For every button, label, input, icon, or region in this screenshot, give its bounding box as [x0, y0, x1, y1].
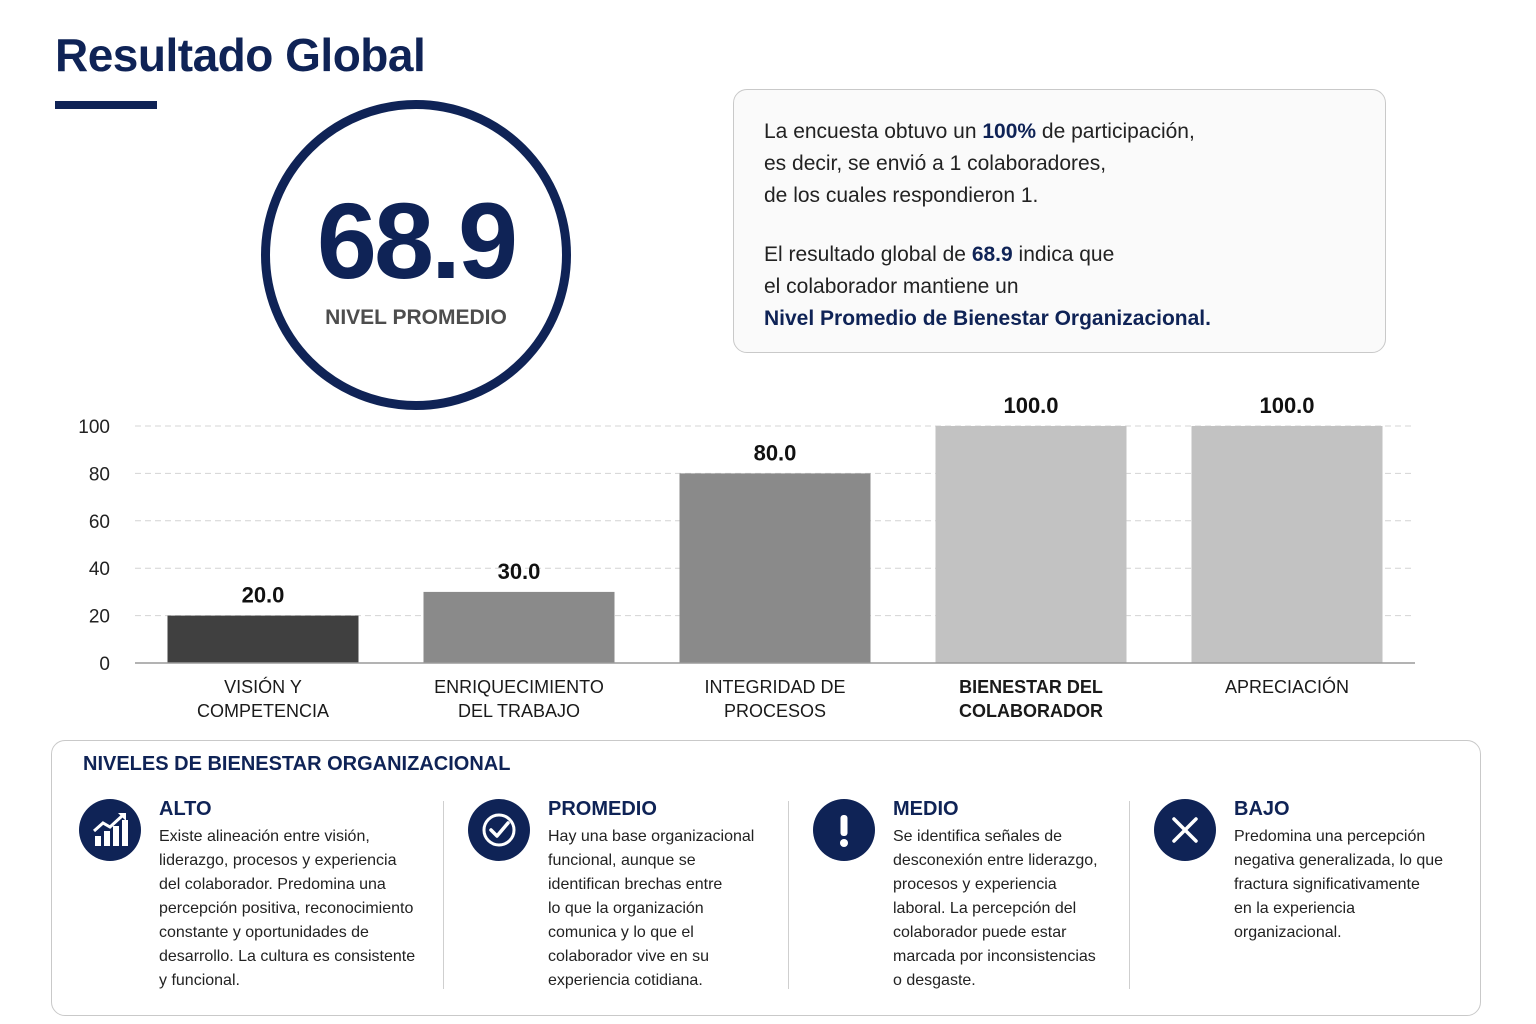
level-description-line: colaborador vive en su: [548, 948, 709, 965]
bar-value-label: 100.0: [1003, 393, 1058, 418]
x-category-label-line: ENRIQUECIMIENTO: [434, 677, 604, 697]
bar: [935, 426, 1127, 663]
x-category-label: APRECIACIÓN: [1225, 676, 1349, 697]
level-description-line: desarrollo. La cultura es consistente: [159, 948, 416, 965]
title-underline: [55, 101, 157, 109]
level-description-line: experiencia cotidiana.: [548, 972, 703, 989]
info-line-4: El resultado global de 68.9 indica que: [764, 243, 1115, 266]
level-description-line: organizacional.: [1234, 924, 1342, 941]
level-description-line: percepción positiva, reconocimiento: [159, 900, 414, 917]
bar: [423, 591, 615, 663]
page-title: Resultado Global: [55, 29, 426, 81]
dimension-bar-chart: 0 20 40 60 80 100 20.0 VISIÓN Y COMPETENCIA 30.0 E…: [78, 393, 1415, 721]
level-description-line: comunica y lo que el: [548, 924, 694, 941]
level-description-line: funcional, aunque se: [548, 852, 696, 869]
info-level-statement: Nivel Promedio de Bienestar Organizacion…: [764, 307, 1211, 330]
global-score-value: 68.9: [316, 180, 518, 301]
exclamation-icon: [813, 799, 875, 861]
level-divider: [788, 801, 789, 989]
level-divider: [1129, 801, 1130, 989]
level-description-line: liderazgo, procesos y experiencia: [159, 852, 397, 869]
level-description: Se identifica señales de desconexión entr…: [893, 825, 1165, 993]
level-description-line: laboral. La percepción del: [893, 900, 1077, 917]
info-line-2: es decir, se envió a 1 colaboradores,: [764, 152, 1107, 175]
x-category-label-line: COLABORADOR: [959, 701, 1103, 721]
x-category-label-line: VISIÓN Y: [224, 676, 302, 697]
level-description-line: procesos y experiencia: [893, 876, 1057, 893]
level-description-line: Existe alineación entre visión,: [159, 828, 370, 845]
level-divider: [443, 801, 444, 989]
levels-panel: NIVELES DE BIENESTAR ORGANIZACIONAL ALTO…: [51, 740, 1481, 1016]
info-line-3: de los cuales respondieron 1.: [764, 184, 1039, 207]
level-description-line: colaborador puede estar: [893, 924, 1067, 941]
level-description-line: y funcional.: [159, 972, 240, 989]
bar-value-label: 100.0: [1259, 393, 1314, 418]
chart-growth-icon: [79, 799, 141, 861]
level-description: Existe alineación entre visión, liderazgo…: [159, 825, 431, 993]
y-tick-label: 0: [99, 654, 110, 675]
bar-value-label: 20.0: [242, 583, 285, 608]
info-line-1: La encuesta obtuvo un 100% de participac…: [764, 120, 1195, 143]
level-name: ALTO: [159, 798, 212, 820]
x-category-label: BIENESTAR DEL COLABORADOR: [959, 677, 1103, 721]
level-description-line: en la experiencia: [1234, 900, 1355, 917]
level-name: BAJO: [1234, 798, 1290, 820]
level-description: Predomina una percepción negativa general…: [1234, 825, 1506, 945]
x-category-label: ENRIQUECIMIENTO DEL TRABAJO: [434, 677, 604, 721]
level-description: Hay una base organizacional funcional, au…: [548, 825, 820, 993]
x-category-label: INTEGRIDAD DE PROCESOS: [704, 677, 845, 721]
x-category-label-line: COMPETENCIA: [197, 701, 329, 721]
bar: [167, 615, 359, 663]
level-description-line: o desgaste.: [893, 972, 976, 989]
y-tick-label: 60: [89, 512, 110, 533]
bar: [679, 473, 871, 663]
level-name: PROMEDIO: [548, 798, 657, 820]
level-name: MEDIO: [893, 798, 959, 820]
participation-info-box: La encuesta obtuvo un 100% de participac…: [733, 89, 1386, 353]
y-tick-label: 80: [89, 464, 110, 485]
level-description-line: fractura significativamente: [1234, 876, 1420, 893]
x-category-label-line: INTEGRIDAD DE: [704, 677, 845, 697]
global-score-label: NIVEL PROMEDIO: [325, 306, 507, 329]
y-tick-label: 20: [89, 607, 110, 628]
levels-title: NIVELES DE BIENESTAR ORGANIZACIONAL: [83, 753, 511, 775]
level-description-line: identifican brechas entre: [548, 876, 723, 893]
info-score-value: 68.9: [971, 243, 1013, 266]
level-description-line: negativa generalizada, lo que: [1234, 852, 1444, 869]
bar-value-label: 30.0: [498, 559, 541, 584]
y-tick-label: 100: [78, 417, 110, 438]
bar: [1191, 426, 1383, 663]
x-category-label-line: APRECIACIÓN: [1225, 676, 1349, 697]
level-description-line: Predomina una percepción: [1234, 828, 1426, 845]
level-description-line: lo que la organización: [548, 900, 704, 917]
x-mark-icon: [1154, 799, 1216, 861]
global-score-circle: 68.9 NIVEL PROMEDIO: [261, 100, 571, 410]
level-description-line: Hay una base organizacional: [548, 828, 755, 845]
level-description-line: del colaborador. Predomina una: [159, 876, 386, 893]
level-description-line: marcada por inconsistencias: [893, 948, 1096, 965]
x-category-label: VISIÓN Y COMPETENCIA: [197, 676, 329, 721]
x-category-label-line: PROCESOS: [724, 701, 826, 721]
level-description-line: desconexión entre liderazgo,: [893, 852, 1098, 869]
level-description-line: Se identifica señales de: [893, 828, 1062, 845]
info-line-5: el colaborador mantiene un: [764, 275, 1019, 298]
x-category-label-line: BIENESTAR DEL: [959, 677, 1103, 697]
participation-percent: 100%: [982, 120, 1037, 143]
level-description-line: constante y oportunidades de: [159, 924, 369, 941]
check-circle-icon: [468, 799, 530, 861]
y-tick-label: 40: [89, 559, 110, 580]
x-category-label-line: DEL TRABAJO: [458, 701, 580, 721]
bar-value-label: 80.0: [754, 440, 797, 465]
